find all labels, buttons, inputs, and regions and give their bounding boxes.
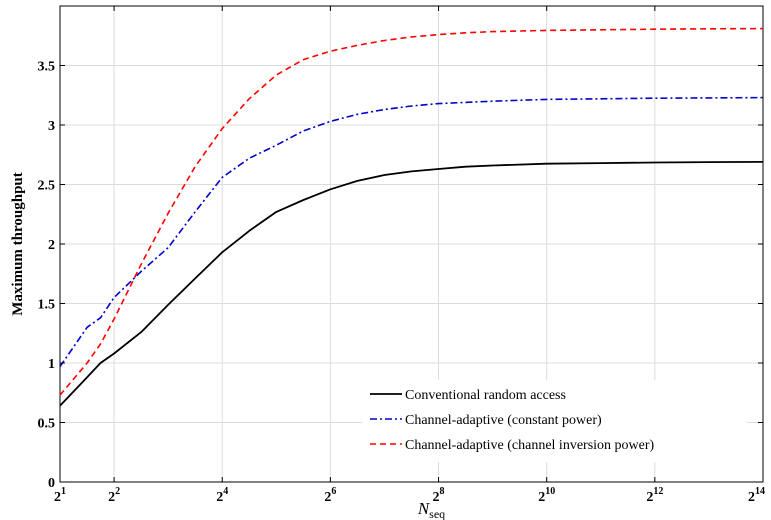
- x-tick-base-0: 2: [54, 490, 61, 505]
- y-tick-label-1: 0.5: [38, 417, 56, 432]
- x-tick-base-1: 2: [108, 490, 115, 505]
- y-tick-label-0: 0: [48, 476, 55, 491]
- y-tick-label-7: 3.5: [38, 60, 56, 75]
- y-tick-label-3: 1.5: [38, 298, 56, 313]
- x-tick-base-3: 2: [324, 490, 331, 505]
- y-tick-label-4: 2: [48, 238, 55, 253]
- x-axis-label-subscript: seq: [429, 507, 445, 520]
- x-tick-exp-7: 14: [755, 486, 765, 497]
- series-line-2: [59, 27, 764, 396]
- x-tick-label-4: 28: [433, 486, 445, 505]
- legend-label-0: Conventional random access: [405, 388, 566, 403]
- legend: Conventional random access Channel-adapti…: [362, 380, 747, 462]
- x-tick-base-2: 2: [216, 490, 223, 505]
- legend-label-2: Channel-adaptive (channel inversion powe…: [405, 438, 655, 453]
- legend-box: [362, 380, 747, 462]
- x-axis-ticks: 21 22 24 26 28 210 212 214: [54, 6, 765, 505]
- x-tick-exp-6: 12: [653, 486, 663, 497]
- x-tick-exp-5: 10: [545, 486, 555, 497]
- x-tick-exp-1: 2: [115, 486, 120, 497]
- y-axis-label: Maximum throughput: [10, 172, 26, 316]
- x-axis-label: Nseq: [417, 499, 445, 520]
- x-tick-base-5: 2: [538, 490, 545, 505]
- x-tick-base-4: 2: [433, 490, 440, 505]
- y-tick-label-6: 3: [48, 119, 55, 134]
- x-tick-label-1: 22: [108, 486, 120, 505]
- x-tick-base-6: 2: [646, 490, 653, 505]
- series-line-0: [59, 161, 764, 407]
- x-tick-label-6: 212: [646, 486, 663, 505]
- y-tick-label-5: 2.5: [38, 179, 56, 194]
- series-layer: [59, 27, 764, 407]
- x-tick-exp-2: 4: [223, 486, 228, 497]
- x-tick-label-5: 210: [538, 486, 555, 505]
- x-tick-exp-0: 1: [61, 486, 66, 497]
- x-tick-label-7: 214: [748, 486, 765, 505]
- x-tick-exp-4: 8: [440, 486, 445, 497]
- legend-label-1: Channel-adaptive (constant power): [405, 413, 602, 428]
- series-line-1: [59, 96, 764, 368]
- y-axis-ticks: 0 0.5 1 1.5 2 2.5 3 3.5: [38, 60, 763, 491]
- y-tick-label-2: 1: [48, 357, 55, 372]
- x-tick-label-2: 24: [216, 486, 228, 505]
- x-tick-label-0: 21: [54, 486, 66, 505]
- x-tick-label-3: 26: [324, 486, 336, 505]
- x-tick-exp-3: 6: [331, 486, 336, 497]
- x-axis-label-main: N: [417, 499, 431, 518]
- x-tick-base-7: 2: [748, 490, 755, 505]
